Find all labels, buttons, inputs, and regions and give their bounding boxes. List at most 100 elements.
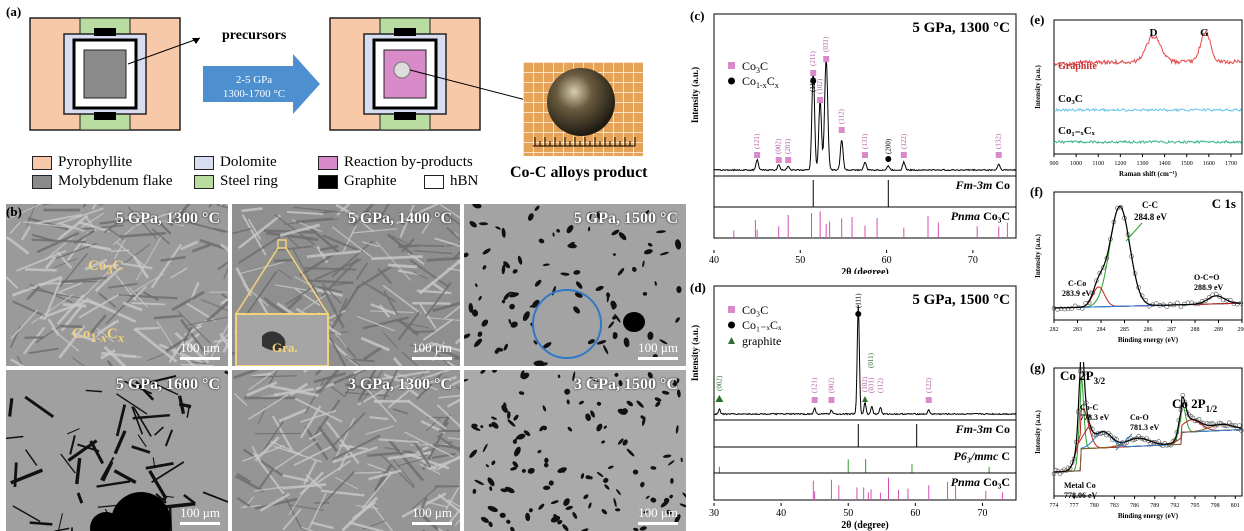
peak-marker-co3c <box>785 157 792 163</box>
panel-label-a: (a) <box>6 4 22 19</box>
x-tick-label: 1500 <box>1181 161 1193 167</box>
plot-frame <box>713 13 1017 177</box>
peak-label: (102) <box>861 376 869 392</box>
panel-label-c: (c) <box>690 8 705 23</box>
chart-title: C 1s <box>1212 196 1236 211</box>
x-tick-label: 70 <box>968 255 978 266</box>
legend-item-molybdenum: Molybdenum flake <box>32 173 173 190</box>
panel-label-b: (b) <box>6 204 22 219</box>
peak-marker-graphite <box>715 395 724 402</box>
peak-label: (111) <box>809 77 817 92</box>
data-point <box>1108 433 1113 438</box>
peak-label: (111) <box>854 293 862 308</box>
panel-label-e: (e) <box>1030 12 1045 27</box>
annotation-label: C-Co <box>1068 279 1086 288</box>
fit-total <box>1054 205 1241 309</box>
peak-label: G <box>1200 27 1209 39</box>
xps-chart-f: 282 283 284 285 286 287 288 289 290 Binding energ… <box>1034 191 1244 344</box>
peak-label: (031) <box>822 36 830 52</box>
micrograph-2: 5 GPa, 1400 °C Gra. 100 μm <box>232 204 460 366</box>
data-point <box>1065 306 1071 312</box>
legend-label-graphite: graphite <box>742 334 781 348</box>
x-tick-label: 1400 <box>1159 161 1171 167</box>
x-tick-label: 1100 <box>1092 161 1104 167</box>
legend-item-dolomite: Dolomite <box>194 154 277 171</box>
legend-label-co3c: Co₃C <box>742 303 768 317</box>
legend-item-graphite: Graphite <box>318 173 396 190</box>
peak-label: (031) <box>868 377 876 393</box>
reference-label: Fm-3m Co <box>955 178 1010 192</box>
chart-label-2p32: Co 2P3/2 <box>1060 368 1106 386</box>
plot-frame <box>1053 367 1243 497</box>
peak-label: (211) <box>809 50 817 66</box>
peak-marker-graphite <box>862 396 868 402</box>
x-tick-label: 789 <box>1150 503 1159 509</box>
x-tick-label: 792 <box>1170 503 1179 509</box>
x-tick-label: 1700 <box>1225 161 1237 167</box>
product-photo <box>523 62 643 156</box>
x-tick-label: 60 <box>882 255 892 266</box>
x-axis-label: Binding energy (eV) <box>1118 336 1179 344</box>
peak-marker-co3c <box>900 152 907 158</box>
legend-item-steel-ring: Steel ring <box>194 173 278 190</box>
panel-label-g: (g) <box>1030 360 1046 375</box>
annotation-value: 288.9 eV <box>1194 283 1224 292</box>
series-label-co1xcx: Co₁₋ₓCₓ <box>1058 125 1096 137</box>
data-point <box>1067 466 1073 471</box>
x-tick-label: 290 <box>1238 327 1244 333</box>
annotation-value: 778.3 eV <box>1080 413 1110 422</box>
reference-frame <box>713 472 1017 501</box>
reference-label: Fm-3m Co <box>955 422 1010 436</box>
chart-title: 5 GPa, 1500 °C <box>912 292 1010 308</box>
legend-label-co1xcx: Co1-xCx <box>742 74 779 90</box>
peak-marker-co3c <box>817 97 824 103</box>
legend-marker-graphite <box>728 337 735 344</box>
press-assembly-1 <box>29 17 181 131</box>
peak-label: (121) <box>753 133 761 149</box>
micrograph-3: 5 GPa, 1500 °C 100 μm <box>464 204 686 366</box>
peak-label: (132) <box>995 133 1003 149</box>
peak-marker-co <box>855 311 862 317</box>
annotation-co1xcx: Co1-xCx <box>72 326 125 345</box>
x-tick-label: 798 <box>1211 503 1220 509</box>
annotation-label: C-C <box>1142 200 1158 210</box>
plot-frame <box>1053 19 1243 155</box>
reference-label: P6₃/mmc C <box>953 449 1010 463</box>
peak-marker-co3c <box>862 152 868 158</box>
fit-total <box>1054 362 1242 473</box>
raman-chart-e: Graphite Co₃C Co₁₋ₓCₓ D G 900 1000 1100 1200 1300… <box>1034 19 1243 178</box>
peak-label: (122) <box>900 133 908 149</box>
background-line <box>1054 429 1242 473</box>
x-tick-label: 777 <box>1070 503 1079 509</box>
peak-marker-co3c <box>823 56 830 62</box>
peak-label: (102) <box>816 78 824 94</box>
panel-label-f: (f) <box>1030 184 1043 199</box>
x-tick-label: 1200 <box>1114 161 1126 167</box>
micrograph-6: 3 GPa, 1500 °C 100 μm <box>464 370 686 531</box>
annotation-label: Metal Co <box>1064 481 1096 490</box>
x-tick-label: 60 <box>910 508 920 519</box>
x-tick-label: 774 <box>1050 503 1059 509</box>
x-tick-label: 786 <box>1130 503 1139 509</box>
x-tick-label: 50 <box>843 508 853 519</box>
legend-item-hbn: hBN <box>424 173 478 190</box>
x-tick-label: 40 <box>709 255 719 266</box>
annotation-arrow <box>1077 423 1091 445</box>
xrd-pattern-line <box>713 304 1017 416</box>
data-point <box>1062 306 1067 312</box>
x-tick-label: 30 <box>709 508 719 519</box>
data-point <box>1222 423 1228 428</box>
legend-marker-co3c <box>728 306 735 313</box>
x-tick-label: 801 <box>1231 503 1240 509</box>
xrd-chart-c: Fm-3m Co Pnma Co₃C 40 50 60 70 2θ (degree) Inte… <box>690 13 1017 274</box>
peak-marker-co3c <box>925 397 932 403</box>
chart-label-2p12: Co 2P1/2 <box>1172 396 1218 414</box>
peak-marker-co3c <box>811 397 818 403</box>
x-axis-label: Binding energy (eV) <box>1118 512 1179 520</box>
x-tick-label: 284 <box>1097 327 1106 333</box>
y-axis-label: Intensity (a.u.) <box>1034 64 1042 108</box>
peak-label: D <box>1150 27 1158 39</box>
data-point <box>1168 302 1173 307</box>
legend-marker-co1xcx <box>728 77 735 85</box>
peak-label: (122) <box>925 377 933 393</box>
